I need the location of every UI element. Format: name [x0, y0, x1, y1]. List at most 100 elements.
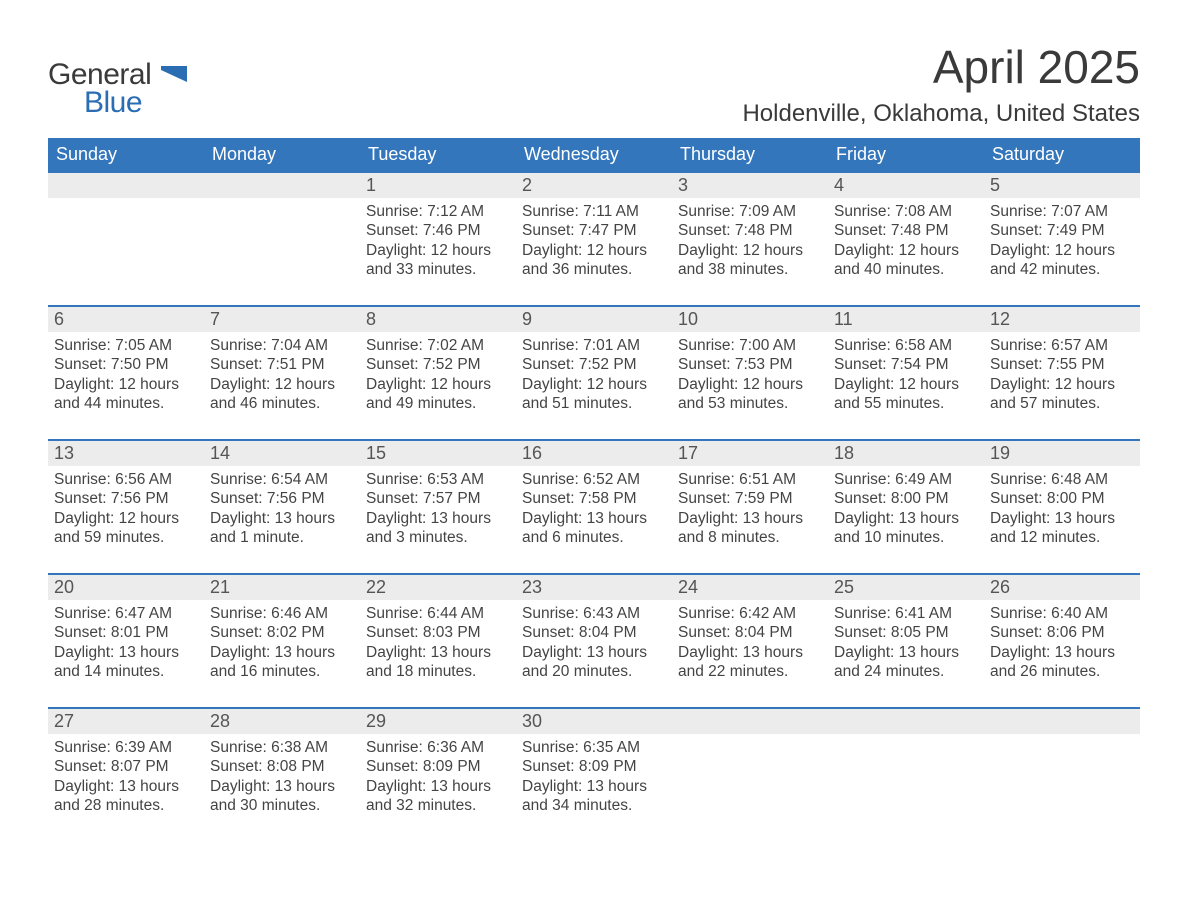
day-cell: 2Sunrise: 7:11 AMSunset: 7:47 PMDaylight…	[516, 172, 672, 306]
day-cell: 18Sunrise: 6:49 AMSunset: 8:00 PMDayligh…	[828, 440, 984, 574]
sunset-value: 7:57 PM	[423, 490, 481, 507]
sunset-line: Sunset: 8:09 PM	[522, 757, 666, 776]
daylight-line: Daylight: 13 hours and 22 minutes.	[678, 643, 822, 682]
daylight-line: Daylight: 12 hours and 38 minutes.	[678, 241, 822, 280]
sunrise-line: Sunrise: 6:54 AM	[210, 470, 354, 489]
weekday-header: Sunday	[48, 138, 204, 172]
sunset-line: Sunset: 8:03 PM	[366, 623, 510, 642]
day-number: 9	[516, 307, 672, 332]
sunrise-line: Sunrise: 6:56 AM	[54, 470, 198, 489]
sunset-value: 7:54 PM	[891, 356, 949, 373]
sunset-line: Sunset: 7:55 PM	[990, 355, 1134, 374]
sunrise-line: Sunrise: 7:12 AM	[366, 202, 510, 221]
day-number: 25	[828, 575, 984, 600]
sunrise-line: Sunrise: 7:05 AM	[54, 336, 198, 355]
sunrise-value: 6:57 AM	[1051, 337, 1108, 354]
daylight-line: Daylight: 12 hours and 44 minutes.	[54, 375, 198, 414]
calendar-body: 1Sunrise: 7:12 AMSunset: 7:46 PMDaylight…	[48, 172, 1140, 842]
daylight-value: 13 hours and 10 minutes.	[834, 510, 959, 546]
day-cell: 17Sunrise: 6:51 AMSunset: 7:59 PMDayligh…	[672, 440, 828, 574]
day-number: 27	[48, 709, 204, 734]
weekday-header: Thursday	[672, 138, 828, 172]
sunrise-value: 7:11 AM	[583, 203, 639, 220]
sunrise-value: 7:08 AM	[895, 203, 952, 220]
day-number: 7	[204, 307, 360, 332]
day-number: 4	[828, 173, 984, 198]
weekday-header: Friday	[828, 138, 984, 172]
sunrise-value: 6:41 AM	[895, 605, 952, 622]
daylight-value: 13 hours and 30 minutes.	[210, 778, 335, 814]
daynum-empty	[672, 709, 828, 734]
daylight-value: 13 hours and 34 minutes.	[522, 778, 647, 814]
sunset-line: Sunset: 7:47 PM	[522, 221, 666, 240]
daylight-value: 12 hours and 42 minutes.	[990, 242, 1115, 278]
sunset-value: 8:00 PM	[891, 490, 949, 507]
day-cell: 7Sunrise: 7:04 AMSunset: 7:51 PMDaylight…	[204, 306, 360, 440]
daylight-value: 13 hours and 3 minutes.	[366, 510, 491, 546]
day-details: Sunrise: 6:42 AMSunset: 8:04 PMDaylight:…	[672, 600, 828, 686]
day-details: Sunrise: 6:35 AMSunset: 8:09 PMDaylight:…	[516, 734, 672, 820]
sunset-line: Sunset: 8:00 PM	[990, 489, 1134, 508]
daynum-empty	[204, 173, 360, 198]
sunset-value: 7:49 PM	[1047, 222, 1105, 239]
day-details: Sunrise: 7:02 AMSunset: 7:52 PMDaylight:…	[360, 332, 516, 418]
sunset-line: Sunset: 7:46 PM	[366, 221, 510, 240]
daylight-value: 12 hours and 40 minutes.	[834, 242, 959, 278]
sunrise-line: Sunrise: 6:47 AM	[54, 604, 198, 623]
sunrise-line: Sunrise: 7:11 AM	[522, 202, 666, 221]
daylight-line: Daylight: 13 hours and 3 minutes.	[366, 509, 510, 548]
sunset-value: 7:47 PM	[579, 222, 637, 239]
sunset-value: 7:56 PM	[267, 490, 325, 507]
daylight-value: 12 hours and 55 minutes.	[834, 376, 959, 412]
day-cell: 16Sunrise: 6:52 AMSunset: 7:58 PMDayligh…	[516, 440, 672, 574]
day-cell: 12Sunrise: 6:57 AMSunset: 7:55 PMDayligh…	[984, 306, 1140, 440]
daylight-value: 12 hours and 33 minutes.	[366, 242, 491, 278]
day-cell: 20Sunrise: 6:47 AMSunset: 8:01 PMDayligh…	[48, 574, 204, 708]
sunset-line: Sunset: 8:07 PM	[54, 757, 198, 776]
daylight-value: 12 hours and 53 minutes.	[678, 376, 803, 412]
page-header: General Blue April 2025 Holdenville, Okl…	[48, 40, 1140, 128]
sunset-line: Sunset: 8:05 PM	[834, 623, 978, 642]
day-cell: 4Sunrise: 7:08 AMSunset: 7:48 PMDaylight…	[828, 172, 984, 306]
day-details: Sunrise: 6:47 AMSunset: 8:01 PMDaylight:…	[48, 600, 204, 686]
sunrise-line: Sunrise: 6:44 AM	[366, 604, 510, 623]
sunrise-value: 7:12 AM	[427, 203, 484, 220]
daylight-value: 12 hours and 49 minutes.	[366, 376, 491, 412]
day-details: Sunrise: 6:54 AMSunset: 7:56 PMDaylight:…	[204, 466, 360, 552]
weekday-header: Tuesday	[360, 138, 516, 172]
daynum-empty	[984, 709, 1140, 734]
day-number: 24	[672, 575, 828, 600]
daylight-value: 12 hours and 59 minutes.	[54, 510, 179, 546]
day-details: Sunrise: 6:56 AMSunset: 7:56 PMDaylight:…	[48, 466, 204, 552]
calendar-row: 6Sunrise: 7:05 AMSunset: 7:50 PMDaylight…	[48, 306, 1140, 440]
day-number: 26	[984, 575, 1140, 600]
sunset-line: Sunset: 7:58 PM	[522, 489, 666, 508]
sunrise-value: 6:43 AM	[583, 605, 640, 622]
day-details: Sunrise: 7:07 AMSunset: 7:49 PMDaylight:…	[984, 198, 1140, 284]
day-number: 14	[204, 441, 360, 466]
day-number: 3	[672, 173, 828, 198]
daylight-value: 13 hours and 18 minutes.	[366, 644, 491, 680]
sunrise-value: 6:36 AM	[427, 739, 484, 756]
day-cell: 11Sunrise: 6:58 AMSunset: 7:54 PMDayligh…	[828, 306, 984, 440]
sunrise-line: Sunrise: 6:46 AM	[210, 604, 354, 623]
day-cell: 22Sunrise: 6:44 AMSunset: 8:03 PMDayligh…	[360, 574, 516, 708]
daylight-line: Daylight: 13 hours and 30 minutes.	[210, 777, 354, 816]
day-cell: 9Sunrise: 7:01 AMSunset: 7:52 PMDaylight…	[516, 306, 672, 440]
sunset-value: 8:04 PM	[735, 624, 793, 641]
daylight-line: Daylight: 13 hours and 14 minutes.	[54, 643, 198, 682]
sunrise-value: 6:58 AM	[895, 337, 952, 354]
daylight-line: Daylight: 12 hours and 55 minutes.	[834, 375, 978, 414]
day-number: 23	[516, 575, 672, 600]
daylight-value: 12 hours and 38 minutes.	[678, 242, 803, 278]
daylight-value: 13 hours and 22 minutes.	[678, 644, 803, 680]
daylight-value: 13 hours and 20 minutes.	[522, 644, 647, 680]
daylight-line: Daylight: 13 hours and 34 minutes.	[522, 777, 666, 816]
sunset-value: 8:07 PM	[111, 758, 169, 775]
sunrise-value: 6:56 AM	[115, 471, 172, 488]
daylight-line: Daylight: 13 hours and 12 minutes.	[990, 509, 1134, 548]
daylight-line: Daylight: 12 hours and 57 minutes.	[990, 375, 1134, 414]
sunset-line: Sunset: 8:01 PM	[54, 623, 198, 642]
day-number: 29	[360, 709, 516, 734]
day-details: Sunrise: 6:52 AMSunset: 7:58 PMDaylight:…	[516, 466, 672, 552]
